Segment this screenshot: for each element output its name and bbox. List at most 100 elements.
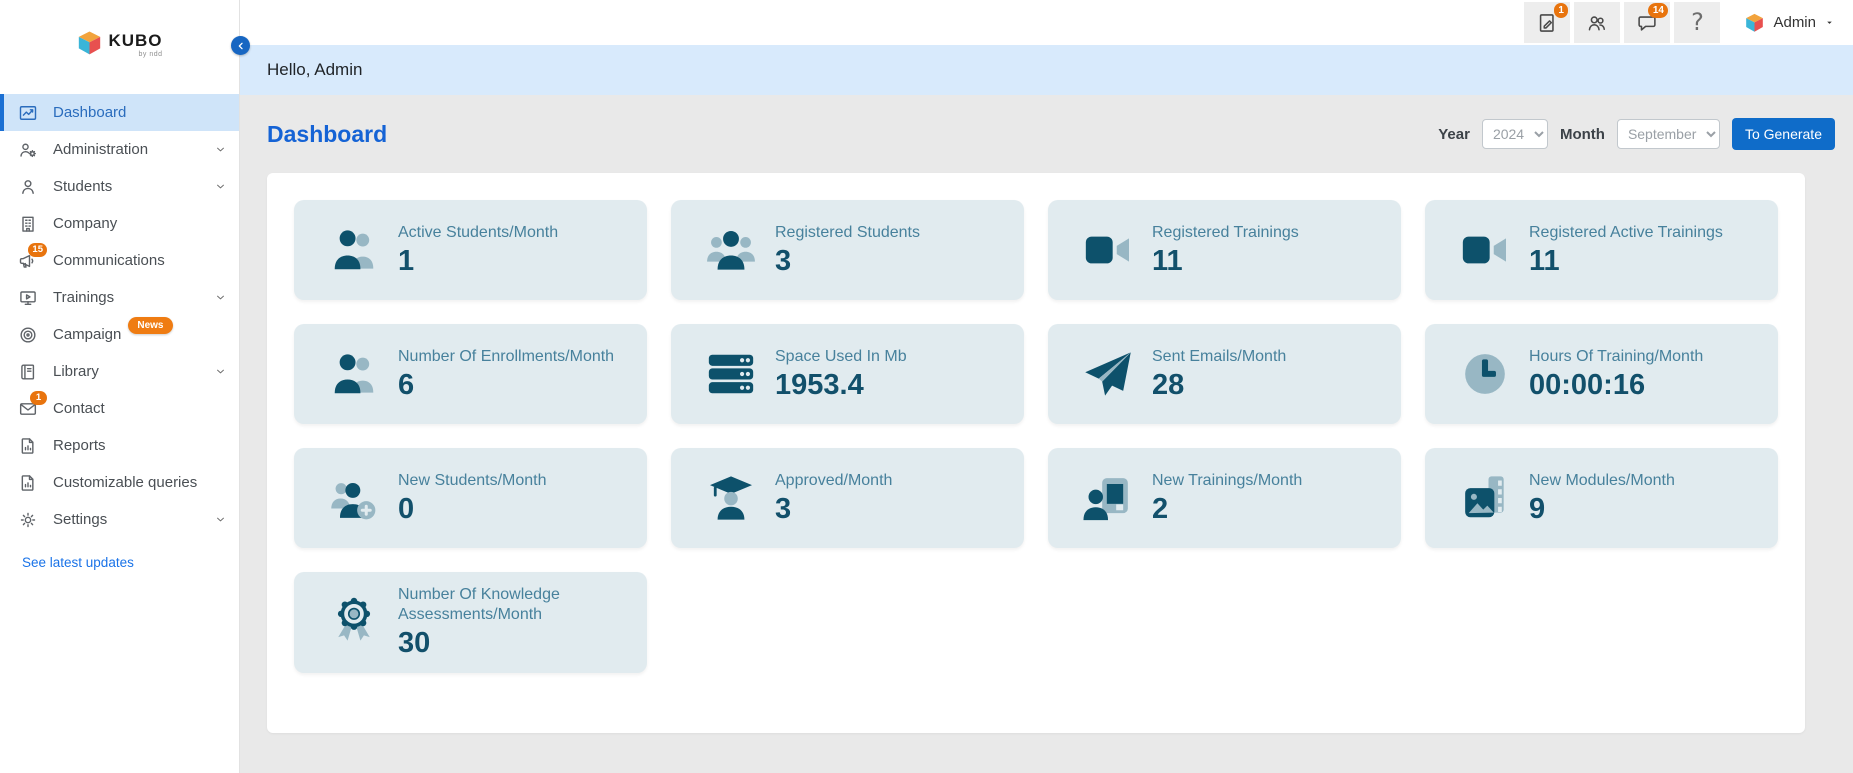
stat-card-registered-active-trainings: Registered Active Trainings 11 [1425,200,1778,300]
stat-card-new-students-month: New Students/Month 0 [294,448,647,548]
sidebar-item-label: Library [53,363,99,380]
main-content: Dashboard Year 2024 Month September To G… [240,95,1853,773]
trainer-icon [1064,470,1152,526]
kubo-cube-icon [1744,12,1765,33]
sidebar-item-company[interactable]: Company [0,205,239,242]
stat-card-value: 9 [1529,492,1546,525]
user-icon [18,177,38,197]
stat-card-registered-students: Registered Students 3 [671,200,1024,300]
stat-card-label: Sent Emails/Month [1152,347,1287,365]
sidebar-item-label: Students [53,178,113,195]
stat-card-hours-of-training-month: Hours Of Training/Month 00:00:16 [1425,324,1778,424]
medal-icon [310,594,398,650]
sidebar-item-trainings[interactable]: Trainings [0,279,239,316]
screen-play-icon [18,288,38,308]
sidebar-item-label: Customizable queries [53,474,198,491]
sidebar-collapse-button[interactable] [231,36,250,55]
stat-card-value: 00:00:16 [1529,368,1646,401]
user-name: Admin [1773,14,1816,31]
sidebar-item-label: Communications [53,252,165,269]
brand-byline: by ndd [138,50,163,58]
target-icon [18,325,38,345]
stat-card-value: 28 [1152,368,1185,401]
file-report-icon [18,473,38,493]
users-icon [1586,12,1608,34]
caret-down-icon [1824,17,1835,28]
year-label: Year [1438,125,1470,143]
building-icon [18,214,38,234]
sidebar: KUBO by ndd Dashboard Administration Stu… [0,0,240,773]
chevron-down-icon [214,291,227,304]
stat-card-approved-month: Approved/Month 3 [671,448,1024,548]
help-icon: ? [1691,8,1704,36]
stat-card-value: 2 [1152,492,1169,525]
envelope-icon [18,399,38,419]
document-pen-button[interactable]: 1 [1524,2,1571,43]
megaphone-icon [18,251,38,271]
sidebar-item-students[interactable]: Students [0,168,239,205]
stat-card-new-trainings-month: New Trainings/Month 2 [1048,448,1401,548]
sidebar-item-reports[interactable]: Reports [0,427,239,464]
stat-card-value: 3 [775,492,792,525]
stat-card-label: New Students/Month [398,471,547,489]
page-title: Dashboard [267,120,388,147]
sidebar-item-customizable-queries[interactable]: Customizable queries [0,464,239,501]
sidebar-item-communications[interactable]: 15 Communications [0,242,239,279]
stat-card-new-modules-month: New Modules/Month 9 [1425,448,1778,548]
sidebar-item-dashboard[interactable]: Dashboard [0,94,239,131]
users-group-icon [687,222,775,278]
stat-card-label: Active Students/Month [398,223,559,241]
stat-card-value: 6 [398,368,415,401]
stat-card-value: 3 [775,244,792,277]
sidebar-item-label: Reports [53,437,106,454]
sidebar-item-contact[interactable]: 1 Contact [0,390,239,427]
sidebar-item-library[interactable]: Library [0,353,239,390]
filters: Year 2024 Month September To Generate [1438,118,1835,150]
notification-badge: 1 [30,390,47,405]
month-select[interactable]: September [1616,119,1720,149]
news-badge: News [128,317,173,334]
stat-card-label: Number Of Knowledge Assessments/Month [398,586,560,623]
stat-card-label: Space Used In Mb [775,347,907,365]
chevron-down-icon [214,513,227,526]
chat-button[interactable]: 14 [1624,2,1671,43]
stat-card-value: 1 [398,244,415,277]
chevron-down-icon [214,143,227,156]
users-duo-icon [310,346,398,402]
month-label: Month [1559,125,1605,143]
sidebar-item-label: Contact [53,400,105,417]
sidebar-item-administration[interactable]: Administration [0,131,239,168]
user-plus-icon [310,470,398,526]
users-button[interactable] [1574,2,1621,43]
stat-card-label: Number Of Enrollments/Month [398,347,615,365]
users-duo-icon [310,222,398,278]
stat-card-value: 1953.4 [775,368,864,401]
chevron-left-icon [236,41,246,51]
stat-card-label: Hours Of Training/Month [1529,347,1704,365]
chart-line-icon [18,103,38,123]
stat-card-value: 11 [1152,244,1183,277]
help-button[interactable]: ? [1674,2,1721,43]
stat-card-number-of-knowledge-assessments-month: Number Of Knowledge Assessments/Month 30 [294,572,647,673]
stat-card-label: Approved/Month [775,471,893,489]
clock-icon [1441,346,1529,402]
stat-card-active-students-month: Active Students/Month 1 [294,200,647,300]
stats-panel: Active Students/Month 1 Registered Stude… [267,173,1805,733]
video-icon [1064,222,1152,278]
notification-badge: 15 [28,242,47,257]
see-latest-updates-link[interactable]: See latest updates [22,555,134,570]
generate-button[interactable]: To Generate [1731,118,1835,150]
video-icon [1441,222,1529,278]
stat-card-space-used-in-mb: Space Used In Mb 1953.4 [671,324,1024,424]
user-menu[interactable]: Admin [1744,12,1835,33]
year-select[interactable]: 2024 [1481,119,1548,149]
sidebar-item-campaign[interactable]: Campaign News [0,316,239,353]
modules-icon [1441,470,1529,526]
greeting-bar: Hello, Admin [240,45,1853,95]
document-pen-icon [1536,12,1558,34]
kubo-cube-icon [76,29,103,56]
stat-card-value: 30 [398,627,431,659]
sidebar-item-settings[interactable]: Settings [0,501,239,538]
stat-card-number-of-enrollments-month: Number Of Enrollments/Month 6 [294,324,647,424]
brand-logo: KUBO by ndd [0,0,239,86]
